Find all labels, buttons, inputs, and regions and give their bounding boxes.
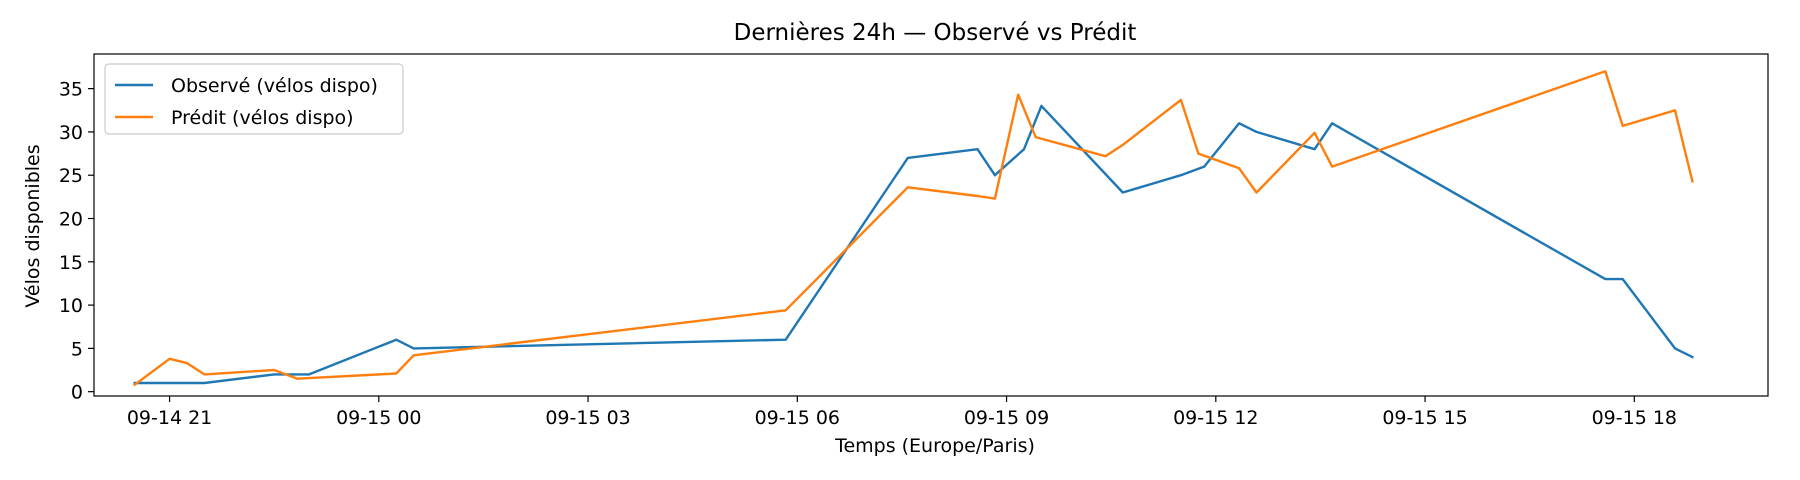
series-line-1 bbox=[133, 104, 1695, 385]
x-axis-label: Temps (Europe/Paris) bbox=[834, 435, 1035, 457]
x-tick-label: 09-15 12 bbox=[1173, 407, 1258, 429]
y-tick-label: 10 bbox=[59, 295, 83, 317]
y-tick-label: 25 bbox=[59, 165, 83, 187]
legend-box bbox=[104, 63, 404, 135]
x-tick-label: 09-15 09 bbox=[964, 407, 1049, 429]
plot-area: 0 5 10 15 20 25 30 35 09-14 21 09-15 00 09-15 03 09… bbox=[59, 53, 1769, 429]
x-tick-label: 09-15 18 bbox=[1592, 407, 1677, 429]
series-line-2 bbox=[133, 70, 1694, 387]
y-tick-label: 35 bbox=[59, 79, 83, 101]
x-tick-label: 09-15 00 bbox=[336, 407, 421, 429]
y-tick-label: 30 bbox=[59, 122, 83, 144]
y-tick-label: 5 bbox=[71, 338, 83, 360]
x-tick-label: 09-14 21 bbox=[127, 407, 212, 429]
chart-title: Dernières 24h — Observé vs Prédit bbox=[734, 20, 1137, 46]
y-tick-label: 20 bbox=[59, 209, 83, 231]
x-tick-label: 09-15 15 bbox=[1382, 407, 1467, 429]
x-tick-label: 09-15 06 bbox=[755, 407, 840, 429]
legend-label-1: Observé (vélos dispo) bbox=[171, 75, 378, 97]
x-tick-label: 09-15 03 bbox=[545, 407, 630, 429]
plot-frame bbox=[93, 53, 1769, 397]
y-axis-label: Vélos disponibles bbox=[22, 144, 44, 307]
y-tick-label: 15 bbox=[59, 252, 83, 274]
legend-label-2: Prédit (vélos dispo) bbox=[171, 107, 354, 129]
y-tick-label: 0 bbox=[71, 382, 83, 404]
